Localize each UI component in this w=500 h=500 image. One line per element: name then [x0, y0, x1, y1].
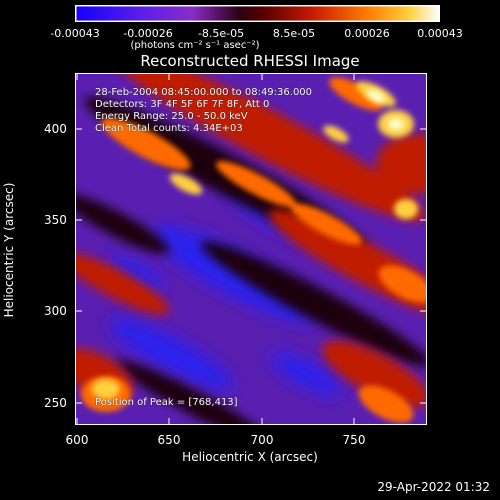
colorbar — [75, 5, 440, 22]
colorbar-tick-label: 8.5e-05 — [272, 27, 316, 40]
colorbar-tick-label: 0.00043 — [417, 27, 463, 40]
colorbar-tick-label: 0.00026 — [344, 27, 390, 40]
y-axis-label: Heliocentric Y (arcsec) — [2, 182, 16, 318]
y-tick-label: 300 — [44, 304, 67, 318]
colorbar-tick-label: -0.00026 — [123, 27, 173, 40]
energy-range-annotation: Energy Range: 25.0 - 50.0 keV — [95, 111, 248, 122]
y-tick-label: 350 — [44, 213, 67, 227]
rhessi-image-plot — [75, 73, 427, 425]
y-tick-label: 400 — [44, 122, 67, 136]
x-tick-label: 650 — [157, 433, 181, 447]
y-tick-label: 250 — [44, 396, 67, 410]
time-range-annotation: 28-Feb-2004 08:45:00.000 to 08:49:36.000 — [95, 87, 313, 98]
total-counts-annotation: Clean Total counts: 4.34E+03 — [95, 123, 243, 134]
plot-title: Reconstructed RHESSI Image — [140, 52, 360, 70]
rhessi-image-raster — [76, 74, 426, 424]
colorbar-tick-label: -8.5e-05 — [197, 27, 245, 40]
generated-date: 29-Apr-2022 01:32 — [377, 480, 490, 494]
peak-position-annotation: Position of Peak = [768,413] — [95, 397, 238, 408]
x-axis-label: Heliocentric X (arcsec) — [182, 450, 318, 464]
colorbar-units-label: (photons cm⁻² s⁻¹ asec⁻²) — [130, 40, 260, 51]
detectors-annotation: Detectors: 3F 4F 5F 6F 7F 8F, Att 0 — [95, 99, 270, 110]
x-tick-label: 750 — [342, 433, 366, 447]
x-tick-label: 600 — [65, 433, 89, 447]
x-tick-label: 700 — [250, 433, 274, 447]
colorbar-tick-label: -0.00043 — [50, 27, 100, 40]
